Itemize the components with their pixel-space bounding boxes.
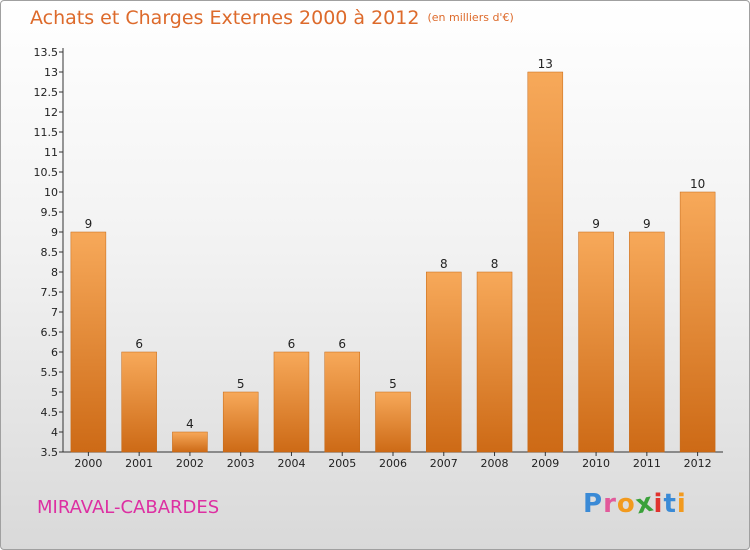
y-tick-label: 8 (51, 266, 58, 279)
bar (324, 351, 360, 453)
y-tick-label: 12 (44, 106, 58, 119)
bar-data-label: 8 (440, 257, 448, 271)
y-tick-label: 11.5 (34, 126, 59, 139)
logo-letter: P (583, 489, 604, 519)
bar (426, 271, 462, 453)
bar-data-label: 6 (135, 337, 143, 351)
bar (121, 351, 157, 453)
y-tick-label: 13 (44, 66, 58, 79)
bar (629, 231, 665, 453)
bar (679, 191, 716, 453)
bar (70, 231, 107, 453)
y-axis-ticks: 3.5 4 4.5 5 5.5 6 6.5 7 7.5 8 8.5 9 9.5 10 10.5 11 11.5 1… (34, 46, 63, 459)
logo-letter: o (616, 489, 636, 519)
bar-data-label: 5 (237, 377, 245, 391)
bar-data-label: 4 (186, 417, 194, 431)
y-tick-label: 9 (51, 226, 58, 239)
x-tick-label: 2003 (227, 457, 255, 470)
y-tick-label: 9.5 (41, 206, 59, 219)
bar (375, 391, 411, 453)
logo-letter: i (653, 489, 664, 519)
commune-name: MIRAVAL-CABARDES (37, 497, 220, 518)
logo-letter: t (663, 489, 677, 519)
y-tick-label: 7 (51, 306, 58, 319)
y-tick-label: 4.5 (41, 406, 59, 419)
bar (273, 351, 310, 453)
x-tick-label: 2009 (531, 457, 559, 470)
bar-data-label: 6 (338, 337, 346, 351)
y-tick-label: 6.5 (41, 326, 59, 339)
bar-data-label: 8 (491, 257, 499, 271)
proxiti-logo: Proxiti (583, 487, 687, 520)
bar-data-label: 6 (288, 337, 296, 351)
y-tick-label: 4 (51, 426, 58, 439)
chart-title-unit: (en milliers d'€) (427, 11, 514, 24)
y-tick-label: 11 (44, 146, 58, 159)
bar-series: 9 6 4 5 6 6 5 8 8 13 9 9 10 (70, 57, 716, 453)
bar (527, 71, 564, 453)
bar (578, 231, 614, 453)
logo-letter: r (603, 489, 617, 519)
chart-title: Achats et Charges Externes 2000 à 2012 (e… (30, 7, 514, 29)
y-tick-label: 6 (51, 346, 58, 359)
bar (172, 431, 208, 453)
x-tick-label: 2007 (430, 457, 458, 470)
bar-data-label: 9 (85, 217, 93, 231)
y-tick-label: 5 (51, 386, 58, 399)
chart-title-main: Achats et Charges Externes 2000 à 2012 (30, 7, 420, 29)
chart-axes (62, 48, 723, 453)
x-axis-ticks: 2000 2001 2002 2003 2004 2005 2006 2007 2008 2009… (74, 452, 712, 470)
x-tick-label: 2006 (379, 457, 407, 470)
x-tick-label: 2001 (125, 457, 153, 470)
bar-data-label: 9 (592, 217, 600, 231)
x-tick-label: 2005 (328, 457, 356, 470)
logo-letter: i (676, 489, 687, 519)
y-tick-label: 10 (44, 186, 58, 199)
x-tick-label: 2012 (684, 457, 712, 470)
x-tick-label: 2000 (74, 457, 102, 470)
bar-data-label: 9 (643, 217, 651, 231)
y-tick-label: 13.5 (34, 46, 59, 59)
x-tick-label: 2011 (633, 457, 661, 470)
bar-data-label: 13 (538, 57, 553, 71)
x-tick-label: 2008 (481, 457, 509, 470)
bar-data-label: 5 (389, 377, 397, 391)
y-tick-label: 12.5 (34, 86, 59, 99)
bar (476, 271, 513, 453)
x-tick-label: 2002 (176, 457, 204, 470)
x-tick-label: 2010 (582, 457, 610, 470)
x-tick-label: 2004 (277, 457, 305, 470)
y-tick-label: 7.5 (41, 286, 59, 299)
y-tick-label: 8.5 (41, 246, 59, 259)
y-tick-label: 5.5 (41, 366, 59, 379)
y-tick-label: 10.5 (34, 166, 59, 179)
bar (222, 391, 259, 453)
y-tick-label: 3.5 (41, 446, 59, 459)
bar-data-label: 10 (690, 177, 705, 191)
